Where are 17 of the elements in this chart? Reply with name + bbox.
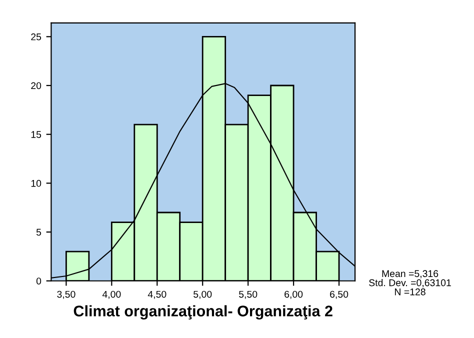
- x-tick-label: 5,50: [239, 290, 258, 299]
- x-tick-label: 4,00: [102, 290, 121, 299]
- y-tick-label: 15: [31, 131, 42, 138]
- y-tick-label: 0: [36, 278, 42, 284]
- x-axis-title: Climat organizaţional- Organizaţia 2: [74, 305, 332, 320]
- x-tick-label: 3,50: [57, 290, 76, 299]
- text: N =128: [395, 288, 426, 296]
- y-tick-label: 25: [31, 33, 42, 40]
- y-tick-label: 20: [31, 82, 42, 90]
- x-tick-label: 5,00: [194, 290, 212, 299]
- y-tick-label: 10: [31, 180, 42, 187]
- x-tick-label: 6,50: [330, 290, 348, 299]
- y-tick-label: 5: [36, 228, 42, 236]
- text: Mean =5,316: [382, 270, 438, 278]
- x-tick-label: 4,50: [148, 290, 166, 299]
- text: Std. Dev. =0,63101: [369, 279, 451, 288]
- x-tick-label: 6,00: [284, 290, 303, 299]
